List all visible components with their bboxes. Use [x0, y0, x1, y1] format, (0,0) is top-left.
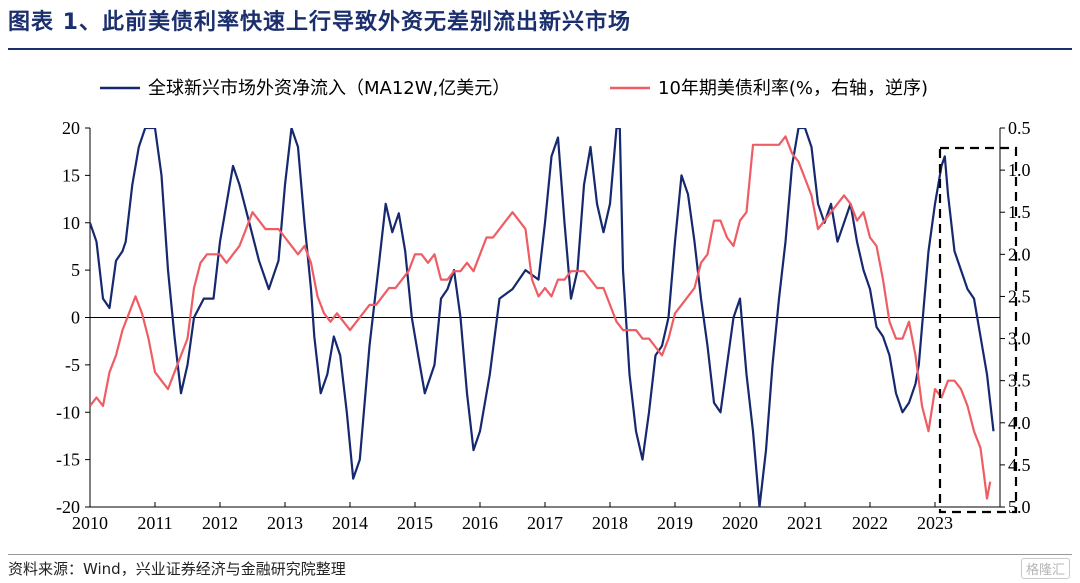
x-tick-label: 2013 [267, 513, 303, 533]
x-tick-label: 2022 [852, 513, 888, 533]
x-tick-label: 2019 [657, 513, 693, 533]
right-tick-label: 4.5 [1008, 455, 1031, 475]
left-tick-label: -15 [56, 450, 80, 470]
x-tick-label: 2010 [72, 513, 108, 533]
right-tick-label: 2.5 [1008, 286, 1031, 306]
x-tick-label: 2014 [332, 513, 368, 533]
left-tick-label: -20 [56, 497, 80, 517]
x-tick-label: 2018 [592, 513, 628, 533]
right-tick-label: 5.0 [1008, 497, 1031, 517]
legend: 全球新兴市场外资净流入（MA12W,亿美元） 10年期美债利率(%，右轴，逆序) [100, 78, 928, 99]
right-tick-label: 3.0 [1008, 329, 1031, 349]
watermark-logo: 格隆汇 [1020, 558, 1070, 579]
source-divider [8, 554, 1072, 555]
left-tick-label: -5 [65, 355, 80, 375]
title-divider [8, 48, 1072, 50]
plot-area [90, 128, 1018, 514]
left-tick-label: 0 [71, 308, 80, 328]
right-tick-label: 1.5 [1008, 202, 1031, 222]
legend-label-2: 10年期美债利率(%，右轴，逆序) [658, 78, 928, 99]
x-tick-label: 2017 [527, 513, 563, 533]
left-tick-label: 15 [62, 165, 80, 185]
x-tick-label: 2021 [787, 513, 823, 533]
legend-label-1: 全球新兴市场外资净流入（MA12W,亿美元） [148, 78, 510, 99]
x-tick-label: 2012 [202, 513, 238, 533]
source-note: 资料来源：Wind，兴业证券经济与金融研究院整理 [8, 560, 346, 578]
x-tick-label: 2011 [137, 513, 172, 533]
x-tick-label: 2020 [722, 513, 758, 533]
left-tick-label: 10 [62, 213, 80, 233]
left-tick-label: 5 [71, 260, 80, 280]
right-tick-label: 4.0 [1008, 413, 1031, 433]
chart-title: 图表 1、此前美债利率快速上行导致外资无差别流出新兴市场 [8, 10, 631, 35]
x-tick-label: 2015 [397, 513, 433, 533]
right-tick-label: 1.0 [1008, 160, 1031, 180]
left-tick-label: -10 [56, 402, 80, 422]
highlight-box-2023 [938, 146, 1018, 514]
dual-axis-line-chart: 全球新兴市场外资净流入（MA12W,亿美元） 10年期美债利率(%，右轴，逆序) … [56, 78, 1031, 533]
x-tick-label: 2023 [917, 513, 953, 533]
right-tick-label: 2.0 [1008, 244, 1031, 264]
right-tick-label: 3.5 [1008, 371, 1031, 391]
right-tick-label: 0.5 [1008, 118, 1031, 138]
left-tick-label: 20 [62, 118, 80, 138]
series-line-2 [90, 135, 992, 500]
x-tick-label: 2016 [462, 513, 498, 533]
axes: 20151050-5-10-15-200.51.01.52.02.53.03.5… [56, 118, 1031, 533]
